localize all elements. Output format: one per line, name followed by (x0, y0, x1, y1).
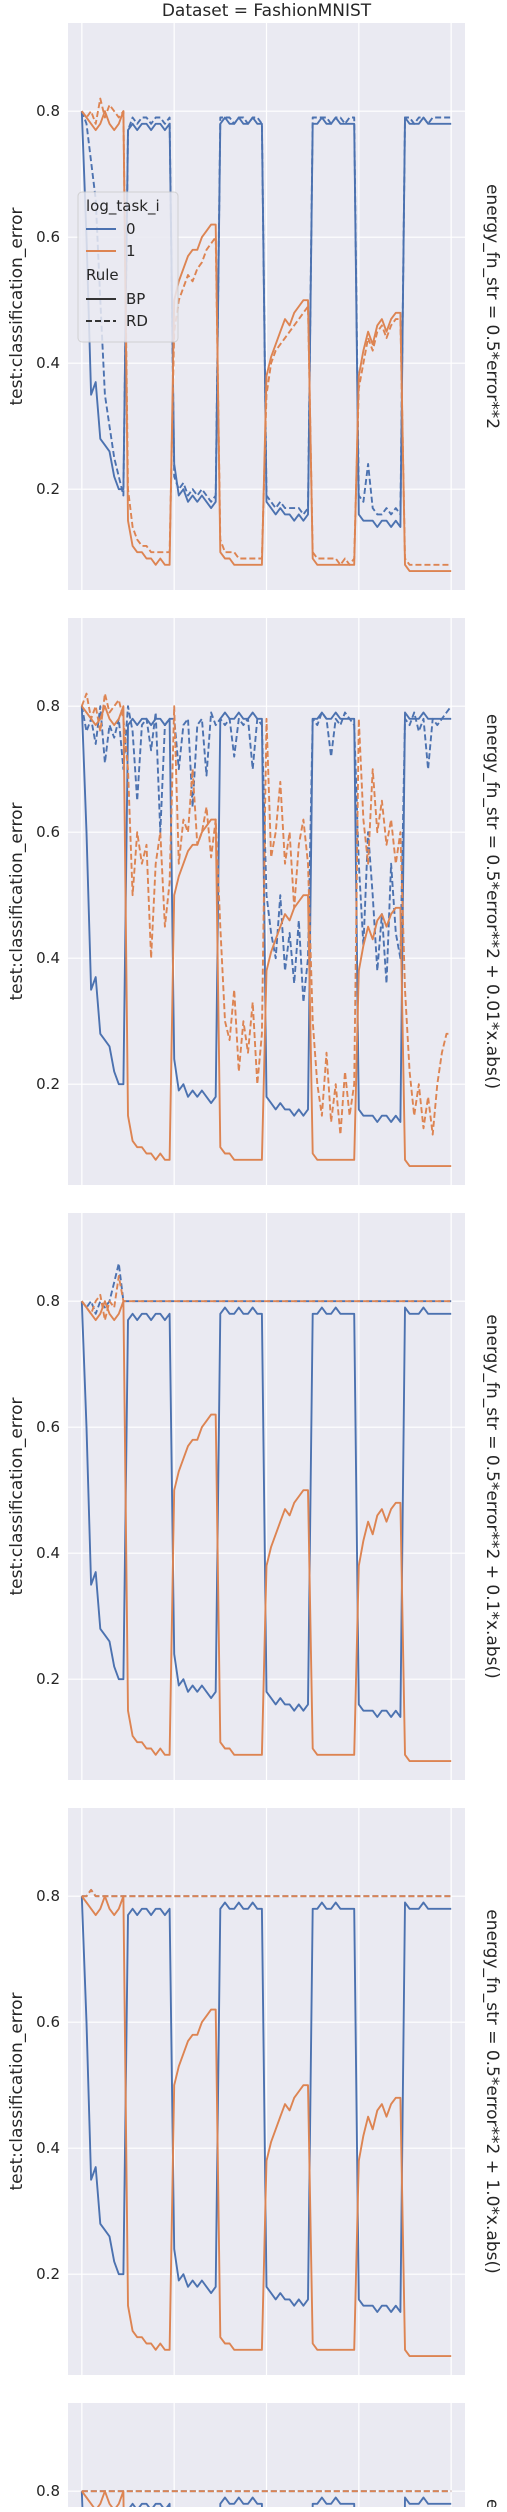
y-tick-label: 0.8 (36, 102, 60, 120)
series-line-task0-bp (80, 1301, 452, 1718)
series-line-task1-rd (81, 1888, 452, 1898)
y-tick-label: 0.4 (36, 2139, 60, 2157)
series-line-task0-bp (80, 1896, 452, 2313)
facet-panel-4: 0.2 0.4 0.6 0.8 test:classification_error ene… (7, 1808, 502, 2375)
y-tick-label: 0.6 (36, 2013, 60, 2031)
series-line-task0-bp (80, 2491, 452, 2512)
series-line-task0-bp (80, 111, 452, 528)
series-line-task0-rd (80, 705, 452, 1004)
facet-panel-2: 0.2 0.4 0.6 0.8 test:classification_error ene… (7, 618, 502, 1185)
y-axis-label: test:classification_error (7, 802, 27, 1000)
legend-entry-label: RD (126, 312, 148, 330)
y-tick-label: 0.6 (36, 1418, 60, 1436)
y-tick-label: 0.8 (36, 2482, 60, 2500)
legend-entry-label: BP (126, 290, 145, 308)
y-axis-label: test:classification_error (7, 1992, 27, 2190)
y-tick-label: 0.8 (36, 1292, 60, 1310)
y-tick-label: 0.2 (36, 480, 60, 498)
legend-title: log_task_i (86, 197, 160, 216)
facet-panel-3: 0.2 0.4 0.6 0.8 test:classification_error ene… (7, 1213, 502, 1780)
series-line-task1-bp (81, 705, 452, 1168)
y-axis-label: test:classification_error (7, 207, 27, 405)
legend: log_task_i 0 1 Rule BP RD (77, 191, 179, 343)
y-axis-label: test:classification_error (7, 1397, 27, 1595)
y-tick-label: 0.4 (36, 354, 60, 372)
series-line-task0-rd (80, 110, 452, 516)
series-line-task1-bp (81, 1895, 452, 2358)
legend-entry-label: 1 (126, 242, 136, 260)
series-line-task1-bp (81, 1300, 452, 1763)
facet-panel-5: 0.20.40.60.8test:classification_errorene… (36, 2403, 502, 2512)
y-tick-label: 0.2 (36, 2265, 60, 2283)
row-facet-label: energy_fn_str = 0.5*error**2 + 0.01*x.ab… (482, 714, 502, 1089)
y-tick-label: 0.4 (36, 1544, 60, 1562)
y-tick-label: 0.6 (36, 228, 60, 246)
series-line-task1-rd (81, 1275, 452, 1322)
series-line-task1-rd (81, 97, 452, 566)
row-facet-label: energy_fn_str = 0.5*error**2 + 10.0*x.ab… (482, 2499, 502, 2507)
y-tick-label: 0.2 (36, 1075, 60, 1093)
row-facet-label: energy_fn_str = 0.5*error**2 + 0.1*x.abs… (482, 1314, 502, 1678)
row-facet-label: energy_fn_str = 0.5*error**2 (482, 184, 502, 429)
legend-entry-label: 0 (126, 220, 136, 238)
y-tick-label: 0.8 (36, 697, 60, 715)
y-tick-label: 0.6 (36, 823, 60, 841)
chart-title: Dataset = FashionMNIST (162, 1, 372, 21)
series-line-task0-bp (80, 706, 452, 1123)
series-line-task1-bp (81, 110, 452, 573)
y-tick-label: 0.4 (36, 949, 60, 967)
series-line-task1-rd (80, 692, 452, 1136)
y-tick-label: 0.2 (36, 1670, 60, 1688)
y-tick-label: 0.8 (36, 1887, 60, 1905)
legend-title: Rule (86, 266, 119, 284)
row-facet-label: energy_fn_str = 0.5*error**2 + 1.0*x.abs… (482, 1909, 502, 2273)
